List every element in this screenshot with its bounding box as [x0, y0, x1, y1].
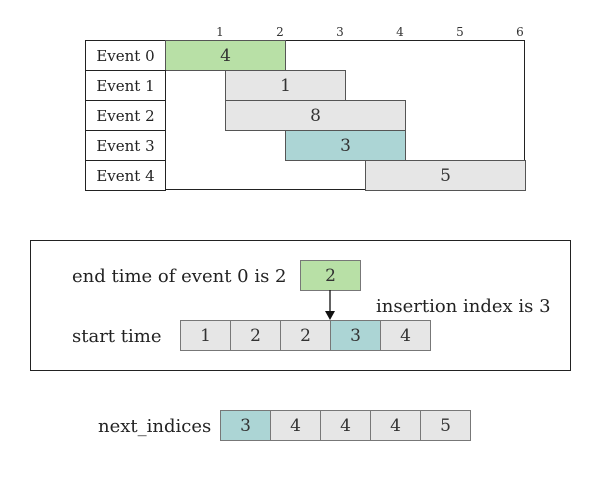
- next-indices-label: next_indices: [98, 416, 212, 437]
- event-label: Event 3: [85, 130, 166, 161]
- event-label: Event 2: [85, 100, 166, 131]
- event-bar: 4: [165, 40, 286, 71]
- array-cell: 5: [420, 410, 471, 441]
- timeline-tick: 1: [216, 25, 224, 39]
- end-time-label: end time of event 0 is 2: [72, 266, 287, 287]
- array-cell: 3: [330, 320, 381, 351]
- event-bar: 5: [364, 160, 526, 191]
- insertion-index-label: insertion index is 3: [376, 296, 551, 317]
- event-label: Event 4: [85, 160, 166, 191]
- timeline-tick: 2: [276, 25, 284, 39]
- timeline-tick: 4: [396, 25, 404, 39]
- array-cell: 4: [380, 320, 431, 351]
- array-cell: 3: [220, 410, 271, 441]
- array-cell: 2: [230, 320, 281, 351]
- timeline-tick: 5: [456, 25, 464, 39]
- insertion-arrow: [325, 290, 335, 320]
- event-label: Event 1: [85, 70, 166, 101]
- event-bar: 1: [225, 70, 346, 101]
- array-cell: 4: [370, 410, 421, 441]
- array-cell: 4: [320, 410, 371, 441]
- array-cell: 4: [270, 410, 321, 441]
- event-bar: 3: [285, 130, 406, 161]
- timeline-tick: 3: [336, 25, 344, 39]
- array-cell: 2: [280, 320, 331, 351]
- timeline-tick: 6: [516, 25, 524, 39]
- event-label: Event 0: [85, 40, 166, 71]
- array-cell: 1: [180, 320, 231, 351]
- end-time-value: 2: [300, 260, 361, 291]
- binary-search-panel: [30, 240, 571, 371]
- event-bar: 8: [225, 100, 406, 131]
- start-time-label: start time: [72, 326, 162, 347]
